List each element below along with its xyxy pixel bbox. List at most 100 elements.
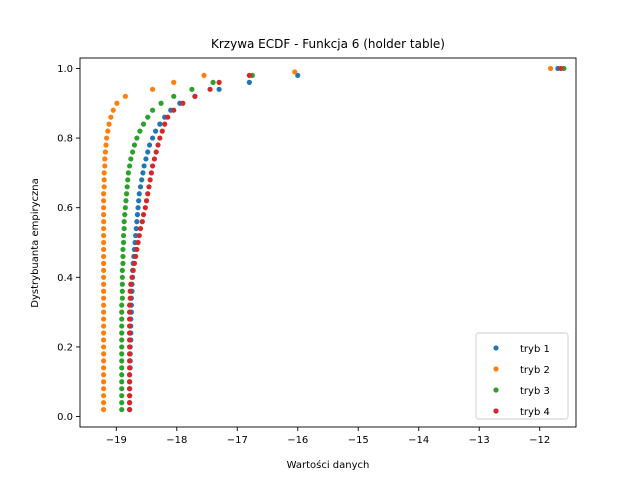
series-3 <box>119 65 567 413</box>
plot-frame <box>79 57 577 428</box>
data-point <box>127 365 133 371</box>
data-point <box>292 69 298 75</box>
y-axis: 0.0 0.2 0.4 0.6 0.8 1.0 <box>57 64 80 423</box>
data-point <box>103 142 109 148</box>
legend-marker <box>493 408 499 414</box>
data-point <box>100 295 107 301</box>
data-point <box>149 107 156 113</box>
data-point <box>128 281 134 287</box>
data-point <box>100 330 107 336</box>
data-point <box>558 65 564 72</box>
data-point <box>207 86 213 92</box>
data-point <box>149 86 156 92</box>
data-point <box>125 177 131 183</box>
data-point <box>133 253 139 260</box>
data-point <box>158 100 164 106</box>
data-point <box>100 309 107 315</box>
data-point <box>119 330 125 336</box>
data-point <box>127 393 133 399</box>
legend-box <box>475 332 569 420</box>
data-point <box>100 246 107 253</box>
data-point <box>100 393 107 399</box>
legend-entry-label: tryb 3 <box>520 386 550 397</box>
data-point <box>114 100 120 106</box>
data-point <box>123 198 129 204</box>
data-point <box>119 365 125 371</box>
data-point <box>100 302 107 308</box>
data-point <box>127 302 133 308</box>
data-point <box>136 232 142 239</box>
data-point <box>140 121 147 127</box>
data-point <box>100 267 107 273</box>
data-point <box>153 149 159 155</box>
data-point <box>146 184 152 190</box>
data-point <box>119 358 125 364</box>
data-point <box>155 142 161 148</box>
data-point <box>140 212 147 218</box>
data-point <box>133 225 139 232</box>
x-tick-label: −13 <box>469 435 490 446</box>
data-point <box>134 219 140 225</box>
data-point <box>104 135 110 141</box>
data-point <box>100 225 107 232</box>
data-point <box>148 170 154 176</box>
data-point <box>131 142 138 148</box>
data-point <box>100 351 107 357</box>
data-point <box>102 149 109 155</box>
data-point <box>139 177 145 183</box>
data-point <box>105 128 111 134</box>
data-point <box>119 372 125 378</box>
data-point <box>100 358 107 364</box>
data-point <box>119 295 125 301</box>
legend-marker <box>493 366 499 372</box>
data-point <box>127 379 133 385</box>
data-point <box>123 191 130 197</box>
data-point <box>124 184 130 190</box>
data-point <box>100 260 107 266</box>
data-point <box>147 177 153 183</box>
data-point <box>100 212 107 218</box>
legend-entry-label: tryb 2 <box>520 365 550 376</box>
data-point <box>137 128 143 134</box>
data-point <box>180 100 186 106</box>
y-tick-label: 0.2 <box>57 342 73 353</box>
legend-marker <box>493 387 499 393</box>
data-point <box>143 198 150 204</box>
y-tick-label: 0.8 <box>57 134 73 145</box>
data-point <box>119 316 125 322</box>
data-point <box>100 400 107 406</box>
data-point <box>100 406 107 413</box>
data-point <box>100 372 107 378</box>
x-tick-label: −16 <box>287 435 308 446</box>
y-axis-label: Dystrybuanta empiryczna <box>30 178 41 307</box>
data-point <box>134 246 140 253</box>
data-point <box>119 302 125 308</box>
data-point <box>120 239 127 246</box>
data-point <box>134 212 141 218</box>
data-point <box>143 156 149 162</box>
y-tick-label: 0.6 <box>57 203 73 214</box>
data-point <box>136 198 142 204</box>
data-point <box>100 198 107 204</box>
x-axis-label: Wartości danych <box>287 459 370 471</box>
data-point <box>100 232 107 239</box>
data-point <box>127 330 133 336</box>
data-point <box>108 114 114 120</box>
data-point <box>145 191 151 197</box>
data-point <box>100 344 107 350</box>
data-point <box>125 170 131 176</box>
data-point <box>127 316 133 322</box>
data-point <box>216 86 222 92</box>
data-point <box>119 351 125 357</box>
x-tick-label: −14 <box>408 435 429 446</box>
x-axis: −19 −18 −17 −16 −15 −14 −13 −12 <box>106 427 550 446</box>
data-point <box>119 274 125 280</box>
data-point <box>151 156 157 162</box>
data-point <box>102 156 108 162</box>
data-point <box>127 163 133 169</box>
data-point <box>101 184 107 190</box>
data-point <box>121 225 127 232</box>
y-tick-label: 0.4 <box>57 273 73 284</box>
data-point <box>153 128 159 134</box>
